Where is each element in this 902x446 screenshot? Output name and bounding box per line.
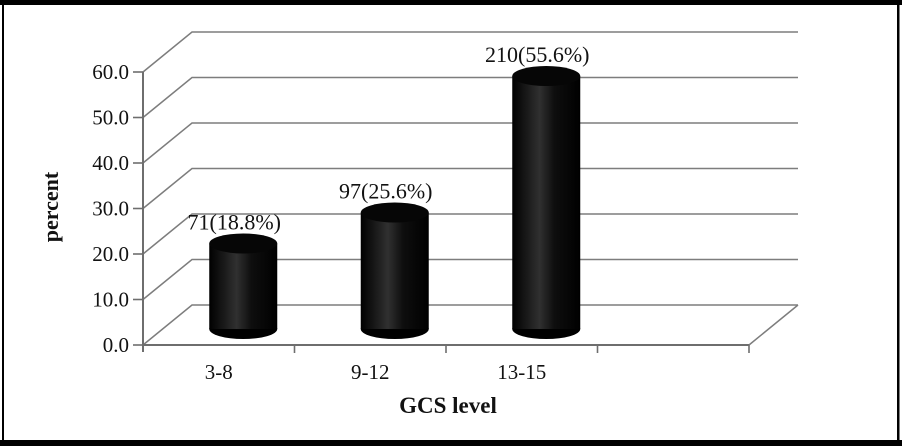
bar-cylinder-9-12 (360, 202, 429, 339)
frame-bottom (0, 440, 902, 446)
y-tick-label: 40.0 (92, 151, 129, 175)
y-tick-label: 50.0 (92, 106, 129, 130)
y-axis-title: percent (38, 171, 63, 242)
gridline (142, 76, 798, 119)
data-label: 71(18.8%) (188, 209, 281, 234)
gridline (142, 122, 798, 164)
gridline (142, 258, 798, 301)
y-tick-label: 0.0 (103, 333, 129, 357)
bar-cylinder-13-15 (512, 66, 581, 339)
y-tick-label: 30.0 (92, 197, 129, 221)
data-label: 210(55.6%) (485, 42, 589, 67)
gridline (142, 167, 798, 210)
frame-right (897, 0, 900, 446)
y-tick-label: 60.0 (92, 60, 129, 84)
frame-top (0, 0, 902, 5)
data-label: 97(25.6%) (339, 179, 432, 204)
floor-edges (142, 304, 799, 346)
gridline (142, 31, 798, 73)
x-category-label: 13-15 (497, 360, 546, 384)
bar-cylinder-3-8 (209, 233, 278, 339)
x-category-label: 9-12 (351, 360, 390, 384)
x-axis-title: GCS level (399, 393, 497, 418)
frame-left (2, 0, 4, 446)
y-tick-label: 10.0 (92, 288, 129, 312)
y-tick-label: 20.0 (92, 242, 129, 266)
gridline (142, 213, 798, 255)
x-category-label: 3-8 (205, 360, 233, 384)
